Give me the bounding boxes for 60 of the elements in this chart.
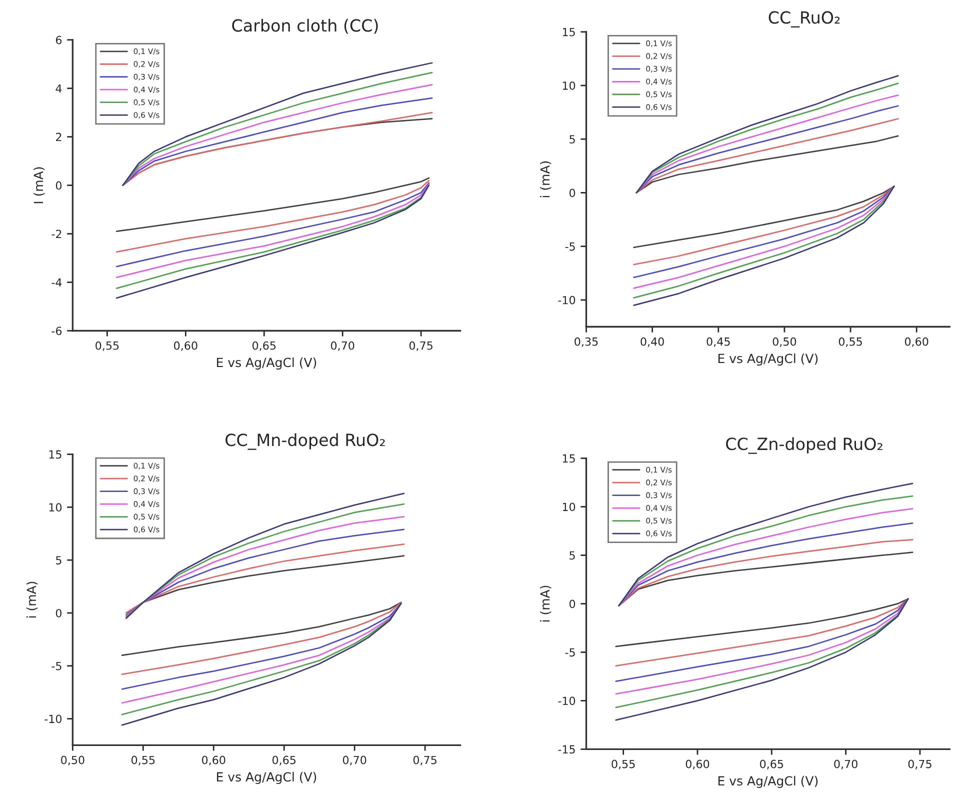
x-tick-label: 0,50 xyxy=(772,337,796,347)
x-tick-label: 0,70 xyxy=(330,341,354,351)
y-tick-label: -15 xyxy=(558,745,575,754)
y-tick-label: 10 xyxy=(562,502,576,512)
y-tick-label: -6 xyxy=(52,326,62,336)
y-tick-label: 0 xyxy=(569,188,576,198)
x-tick-label: 0,55 xyxy=(132,756,155,766)
chart-title: Carbon cloth (CC) xyxy=(232,18,378,34)
x-tick-label: 0,60 xyxy=(174,341,198,351)
x-tick-label: 0,75 xyxy=(908,760,932,770)
y-tick-label: -2 xyxy=(52,230,62,238)
y-tick-label: 15 xyxy=(562,28,575,36)
x-tick-label: 0,55 xyxy=(96,341,119,351)
y-tick-label: -5 xyxy=(565,242,575,251)
y-tick-label: -10 xyxy=(558,696,576,706)
x-axis-title: E vs Ag/AgCl (V) xyxy=(718,353,818,366)
y-tick-label: 0 xyxy=(56,181,62,190)
y-tick-label: -5 xyxy=(52,662,62,670)
x-tick-label: 0,75 xyxy=(409,341,432,351)
y-tick-label: 6 xyxy=(56,36,62,44)
x-tick-label: 0,60 xyxy=(904,337,928,347)
y-tick-label: 15 xyxy=(562,454,575,463)
y-tick-label: 2 xyxy=(56,132,62,142)
x-tick-label: 0,35 xyxy=(574,337,598,347)
y-axis-title: I (mA) xyxy=(34,167,45,204)
y-axis-title: i (mA) xyxy=(540,586,552,622)
x-axis-title: E vs Ag/AgCl (V) xyxy=(216,772,316,784)
y-axis-title: i (mA) xyxy=(26,582,38,618)
y-tick-label: 0 xyxy=(569,600,576,608)
y-tick-label: -4 xyxy=(52,278,62,286)
y-tick-label: 10 xyxy=(49,503,62,512)
x-tick-label: 0,70 xyxy=(834,760,858,770)
x-tick-label: 0,55 xyxy=(612,760,635,770)
x-tick-label: 0,50 xyxy=(61,756,84,766)
chart-title: CC_Mn-doped RuO₂ xyxy=(226,433,385,450)
y-axis-title: i (mA) xyxy=(540,161,552,198)
y-tick-label: 15 xyxy=(49,450,62,459)
x-tick-label: 0,65 xyxy=(272,756,296,766)
y-tick-label: 4 xyxy=(56,84,62,93)
y-tick-label: -10 xyxy=(44,714,62,724)
x-tick-label: 0,70 xyxy=(342,756,366,766)
x-axis-title: E vs Ag/AgCl (V) xyxy=(216,357,316,370)
y-tick-label: 0 xyxy=(56,608,62,618)
y-tick-label: 5 xyxy=(570,135,575,144)
x-tick-label: 0,65 xyxy=(252,341,276,351)
x-axis-title: E vs Ag/AgCl (V) xyxy=(718,776,818,788)
y-tick-label: 5 xyxy=(570,551,575,560)
y-tick-label: 5 xyxy=(56,556,62,564)
y-tick-label: -5 xyxy=(565,648,575,657)
y-tick-label: 10 xyxy=(562,81,576,90)
x-tick-label: 0,60 xyxy=(202,756,226,766)
x-tick-label: 0,40 xyxy=(640,337,664,347)
chart-title: CC_Zn-doped RuO₂ xyxy=(726,437,882,454)
x-tick-label: 0,55 xyxy=(838,337,862,347)
x-tick-label: 0,65 xyxy=(760,760,784,770)
x-tick-label: 0,75 xyxy=(413,756,436,766)
y-tick-label: -10 xyxy=(558,296,576,304)
x-tick-label: 0,45 xyxy=(706,337,730,347)
x-tick-label: 0,60 xyxy=(686,760,710,770)
chart-title: CC_RuO₂ xyxy=(768,11,840,28)
